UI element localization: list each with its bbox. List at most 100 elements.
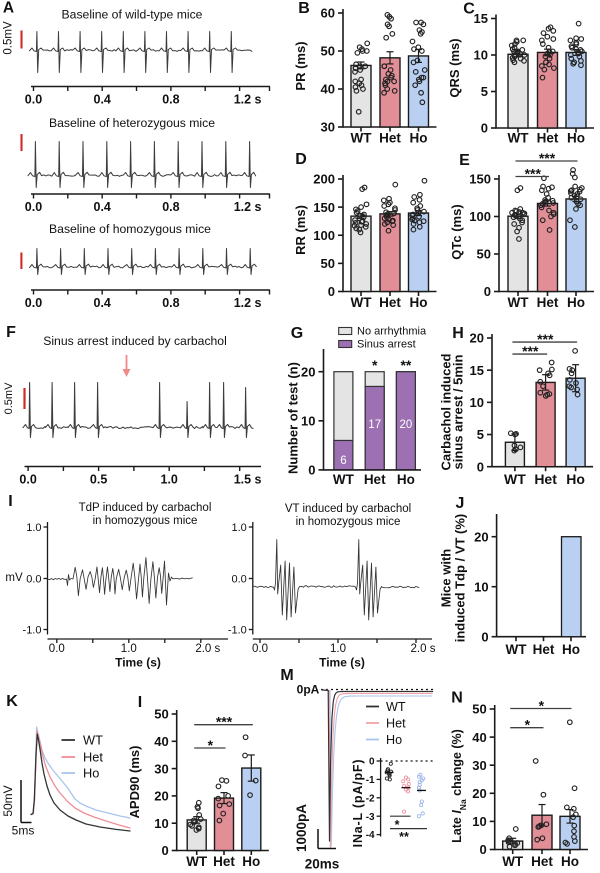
svg-text:G: G bbox=[291, 325, 303, 342]
svg-text:60: 60 bbox=[321, 6, 335, 21]
svg-text:Ho: Ho bbox=[567, 295, 585, 310]
svg-text:0: 0 bbox=[481, 121, 488, 136]
svg-text:0: 0 bbox=[479, 842, 486, 857]
svg-text:6: 6 bbox=[340, 455, 346, 467]
svg-text:***: *** bbox=[522, 343, 539, 359]
svg-text:*: * bbox=[525, 717, 531, 733]
svg-text:50: 50 bbox=[321, 44, 335, 59]
svg-text:TdP induced by carbachol: TdP induced by carbachol bbox=[79, 502, 212, 514]
svg-text:***: *** bbox=[216, 714, 233, 730]
svg-text:-1.0: -1.0 bbox=[23, 625, 42, 637]
svg-text:Ho: Ho bbox=[83, 765, 99, 780]
svg-text:50: 50 bbox=[477, 247, 491, 262]
svg-text:1.5 s: 1.5 s bbox=[234, 473, 262, 487]
svg-text:I: I bbox=[8, 493, 12, 510]
svg-text:Late INa change (%): Late INa change (%) bbox=[450, 729, 468, 843]
svg-text:1.2 s: 1.2 s bbox=[234, 93, 262, 107]
svg-text:20: 20 bbox=[474, 529, 488, 544]
svg-text:*: * bbox=[395, 818, 400, 832]
svg-text:VT induced by carbachol: VT induced by carbachol bbox=[285, 503, 411, 515]
svg-text:APD90 (ms): APD90 (ms) bbox=[127, 746, 142, 819]
svg-text:E: E bbox=[459, 152, 470, 169]
svg-text:10: 10 bbox=[301, 414, 315, 429]
svg-text:WT: WT bbox=[333, 472, 355, 487]
svg-text:M: M bbox=[280, 667, 293, 684]
svg-text:Het: Het bbox=[213, 854, 235, 869]
svg-text:WT: WT bbox=[506, 642, 528, 657]
svg-text:10: 10 bbox=[474, 579, 488, 594]
svg-text:Time (s): Time (s) bbox=[319, 656, 365, 670]
svg-text:150: 150 bbox=[469, 172, 491, 187]
svg-text:0: 0 bbox=[328, 284, 335, 299]
svg-text:0: 0 bbox=[369, 757, 375, 768]
svg-text:Het: Het bbox=[533, 642, 555, 657]
svg-text:N: N bbox=[451, 690, 463, 707]
svg-text:Het: Het bbox=[379, 131, 401, 146]
svg-text:17: 17 bbox=[368, 419, 381, 431]
svg-text:0.0: 0.0 bbox=[26, 574, 41, 586]
svg-text:0: 0 bbox=[484, 284, 491, 299]
svg-text:30: 30 bbox=[321, 120, 335, 135]
svg-text:induced Tdp / VT (%): induced Tdp / VT (%) bbox=[453, 514, 468, 643]
svg-text:WT: WT bbox=[386, 700, 406, 714]
svg-text:50: 50 bbox=[472, 702, 486, 717]
svg-text:PR (ms): PR (ms) bbox=[293, 41, 308, 90]
svg-text:2.0 s: 2.0 s bbox=[411, 643, 436, 655]
svg-text:0.8: 0.8 bbox=[162, 296, 179, 310]
svg-text:1.0: 1.0 bbox=[330, 643, 346, 655]
svg-text:100: 100 bbox=[469, 209, 491, 224]
svg-text:20: 20 bbox=[154, 789, 168, 804]
svg-text:1.2 s: 1.2 s bbox=[234, 296, 262, 310]
svg-text:K: K bbox=[6, 693, 18, 710]
svg-text:150: 150 bbox=[313, 200, 335, 215]
svg-text:C: C bbox=[463, 1, 475, 18]
svg-text:30: 30 bbox=[154, 761, 168, 776]
svg-text:WT: WT bbox=[351, 131, 373, 146]
svg-text:40: 40 bbox=[472, 730, 486, 745]
svg-text:0.4: 0.4 bbox=[94, 200, 111, 214]
svg-text:F: F bbox=[6, 324, 16, 341]
svg-text:Baseline of heterozygous mice: Baseline of heterozygous mice bbox=[49, 116, 215, 130]
svg-text:Sinus arrest induced by carbac: Sinus arrest induced by carbachol bbox=[43, 334, 227, 348]
svg-text:40: 40 bbox=[321, 82, 335, 97]
svg-text:1.0: 1.0 bbox=[232, 522, 247, 534]
svg-text:sinus arrest / 5min: sinus arrest / 5min bbox=[451, 355, 466, 470]
svg-text:0.5mV: 0.5mV bbox=[3, 382, 15, 414]
svg-text:0.4: 0.4 bbox=[94, 93, 111, 107]
svg-text:200: 200 bbox=[313, 172, 335, 187]
svg-text:0.0: 0.0 bbox=[25, 93, 42, 107]
svg-text:Ho: Ho bbox=[397, 472, 415, 487]
svg-text:2.0 s: 2.0 s bbox=[195, 643, 220, 655]
svg-text:Ho: Ho bbox=[567, 131, 585, 146]
svg-text:0: 0 bbox=[308, 463, 315, 478]
svg-text:Het: Het bbox=[364, 472, 386, 487]
svg-text:0.5mV: 0.5mV bbox=[3, 21, 15, 55]
svg-text:*: * bbox=[208, 737, 214, 753]
svg-text:Ho: Ho bbox=[562, 642, 580, 657]
svg-text:10: 10 bbox=[472, 814, 486, 829]
svg-text:10: 10 bbox=[154, 816, 168, 831]
svg-text:20: 20 bbox=[400, 419, 413, 431]
svg-text:50: 50 bbox=[321, 256, 335, 271]
svg-text:0.0: 0.0 bbox=[49, 643, 65, 655]
svg-text:QRS (ms): QRS (ms) bbox=[447, 38, 462, 97]
svg-text:20: 20 bbox=[470, 331, 484, 346]
svg-text:Het: Het bbox=[83, 749, 103, 764]
svg-text:100: 100 bbox=[313, 228, 335, 243]
svg-text:Ho: Ho bbox=[242, 854, 260, 869]
svg-text:Baseline of wild-type mice: Baseline of wild-type mice bbox=[62, 8, 203, 22]
svg-text:***: *** bbox=[525, 166, 542, 182]
svg-text:WT: WT bbox=[351, 295, 373, 310]
svg-text:J: J bbox=[456, 495, 465, 512]
svg-text:0pA: 0pA bbox=[297, 683, 320, 697]
svg-text:RR (ms): RR (ms) bbox=[293, 205, 308, 255]
svg-text:Het: Het bbox=[537, 131, 559, 146]
svg-text:A: A bbox=[3, 0, 14, 17]
svg-text:0: 0 bbox=[161, 843, 168, 858]
svg-text:D: D bbox=[295, 151, 307, 168]
svg-text:-1: -1 bbox=[366, 775, 375, 786]
svg-text:1.0: 1.0 bbox=[161, 473, 178, 487]
svg-text:Het: Het bbox=[386, 716, 406, 730]
svg-text:5: 5 bbox=[481, 84, 488, 99]
svg-text:Het: Het bbox=[534, 471, 557, 487]
